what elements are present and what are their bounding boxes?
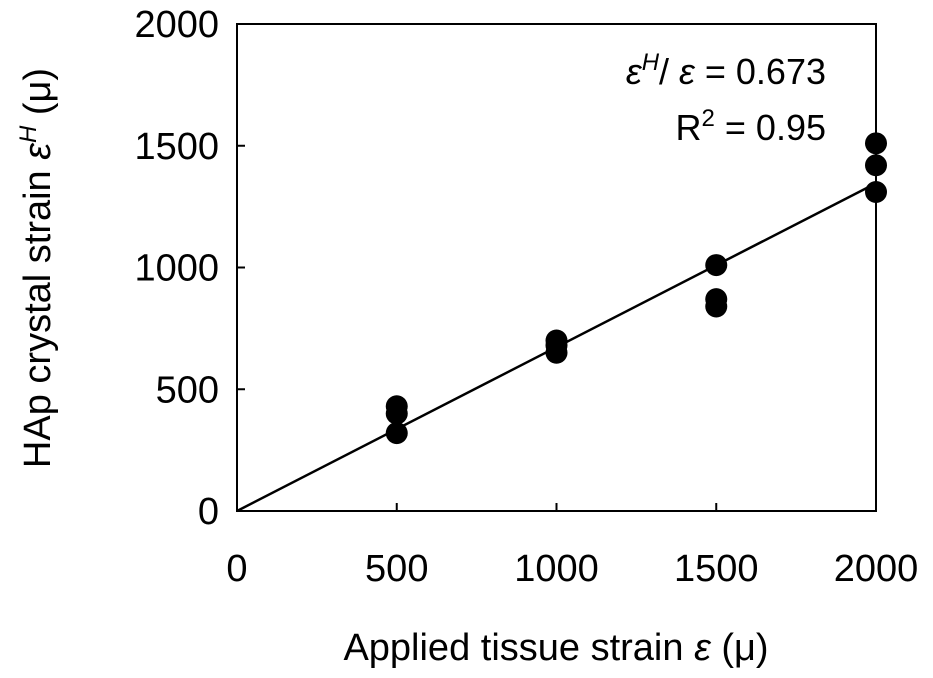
data-point bbox=[385, 402, 408, 425]
x-tick-label: 1000 bbox=[514, 548, 599, 590]
y-axis-ticks: 0 500 1000 1500 2000 bbox=[134, 4, 245, 533]
slope-annotation: εH/ ε = 0.673 bbox=[626, 49, 826, 92]
data-points bbox=[385, 132, 887, 445]
x-tick-label: 0 bbox=[226, 548, 247, 590]
slope-annotation-slash: / bbox=[659, 51, 679, 92]
y-axis-title: HAp crystal strain εH (μ) bbox=[15, 68, 59, 468]
plot-area bbox=[236, 23, 877, 512]
slope-annotation-epsilon-h: ε bbox=[626, 51, 643, 92]
data-point bbox=[385, 422, 408, 445]
y-tick-label: 1000 bbox=[134, 248, 219, 290]
data-point bbox=[865, 181, 887, 204]
slope-annotation-superscript: H bbox=[642, 49, 660, 76]
x-axis-title-symbol: ε bbox=[694, 627, 712, 669]
data-point bbox=[865, 132, 887, 155]
y-axis-title-main: HAp crystal strain bbox=[17, 160, 59, 468]
y-tick-label: 500 bbox=[156, 369, 219, 411]
slope-annotation-value: = 0.673 bbox=[695, 51, 826, 92]
r-squared-annotation: R2 = 0.95 bbox=[676, 105, 826, 148]
r-squared-superscript: 2 bbox=[702, 105, 715, 132]
slope-annotation-epsilon: ε bbox=[679, 51, 696, 92]
y-tick-label: 2000 bbox=[134, 4, 219, 46]
y-axis-title-unit: (μ) bbox=[17, 68, 59, 126]
y-axis-title-superscript: H bbox=[15, 125, 42, 143]
data-point bbox=[705, 295, 728, 318]
r-squared-label: R bbox=[676, 107, 702, 148]
x-axis-title: Applied tissue strain ε (μ) bbox=[343, 627, 768, 669]
x-axis-title-unit: (μ) bbox=[711, 627, 769, 669]
x-axis-title-main: Applied tissue strain bbox=[343, 627, 694, 669]
x-tick-label: 2000 bbox=[834, 548, 919, 590]
data-point bbox=[865, 154, 887, 177]
y-axis-title-symbol: ε bbox=[17, 142, 59, 160]
y-tick-label: 0 bbox=[198, 491, 219, 533]
y-tick-label: 1500 bbox=[134, 126, 219, 168]
plot-border bbox=[236, 23, 877, 512]
r-squared-value: = 0.95 bbox=[715, 107, 826, 148]
x-tick-label: 500 bbox=[365, 548, 428, 590]
x-axis-ticks: 0 500 1000 1500 2000 bbox=[226, 503, 918, 590]
x-tick-label: 1500 bbox=[674, 548, 759, 590]
data-point bbox=[545, 341, 568, 364]
data-point bbox=[705, 254, 728, 277]
